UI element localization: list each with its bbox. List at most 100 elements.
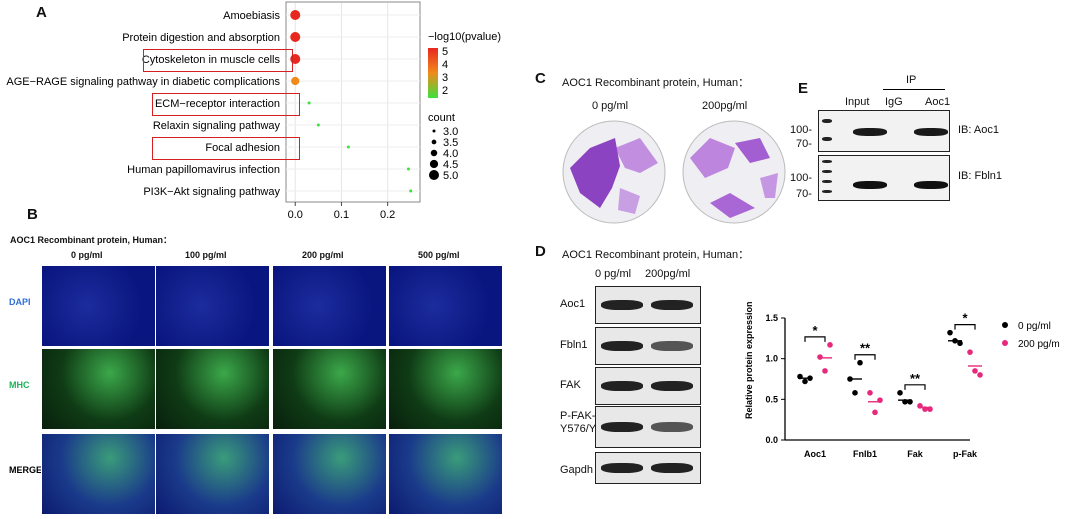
pathway-dot [290, 10, 301, 20]
data-point [867, 390, 873, 396]
micrograph-dapi [388, 265, 503, 347]
color-legend-title: −log10(pvalue) [428, 31, 501, 43]
pathway-label: Human papillomavirus infection [127, 164, 280, 176]
pathway-dot [409, 189, 413, 193]
data-point [852, 390, 858, 396]
color-tick-label: 3 [442, 72, 448, 84]
blot-label: FAK [560, 379, 581, 391]
x-tick-label: 0.1 [334, 209, 349, 221]
panel-d-title: AOC1 Recombinant protein, Human： [562, 249, 750, 261]
significance-label: ** [910, 371, 921, 386]
significance-label: * [812, 323, 818, 338]
blot-e-fbln1 [818, 155, 950, 201]
x-category-label: p-Fak [953, 449, 978, 459]
column-label: 500 pg/ml [418, 250, 460, 260]
pathway-dot [291, 76, 300, 86]
y-axis-label: Relative protein expression [744, 301, 754, 419]
band [601, 300, 643, 310]
column-label: 0 pg/ml [71, 250, 103, 260]
y-tick-label: 0.0 [765, 435, 778, 445]
band [601, 381, 643, 391]
size-legend-dot [432, 129, 436, 133]
size-tick-label: 4.0 [443, 148, 458, 160]
pathway-label: ECM−receptor interaction [155, 98, 280, 110]
pathway-label: PI3K−Akt signaling pathway [143, 186, 280, 198]
data-point [857, 359, 863, 366]
pathway-dot [346, 145, 350, 149]
ib-fbln1-label: IB: Fbln1 [958, 170, 1003, 182]
band [651, 422, 693, 432]
band [651, 381, 693, 391]
lane-igg: IgG [885, 96, 903, 108]
y-tick-label: 1.0 [765, 354, 778, 364]
micrograph-dapi [272, 265, 387, 347]
ip-header: IP [906, 74, 917, 86]
size-tick-label: 4.5 [443, 159, 458, 171]
highlight-ecm [152, 93, 300, 116]
significance-label: ** [860, 341, 871, 356]
panel-c-letter: C [535, 70, 546, 87]
pathway-label: Cytoskeleton in muscle cells [142, 54, 281, 66]
band [601, 422, 643, 432]
significance-label: * [962, 311, 968, 326]
marker-e2-100: 100- [790, 172, 813, 184]
pathway-dot [307, 101, 311, 105]
significance-bracket [804, 336, 826, 342]
panel-c-title: AOC1 Recombinant protein, Human： [562, 77, 750, 89]
panel-d-letter: D [535, 243, 546, 260]
size-legend-dot [431, 139, 437, 145]
color-tick-label: 5 [442, 46, 448, 58]
highlight-cytoskeleton [143, 49, 293, 72]
legend-marker [1002, 340, 1008, 346]
x-category-label: Fnlb1 [853, 449, 877, 459]
panel-c-wells [562, 120, 786, 224]
data-point [947, 329, 953, 336]
pathway-label: Protein digestion and absorption [122, 32, 280, 44]
legend-label: 0 pg/ml [1018, 321, 1051, 332]
panel-e-letter: E [798, 80, 809, 97]
color-tick-label: 4 [442, 59, 448, 71]
micrograph-merge [41, 433, 156, 515]
color-legend-bar [428, 48, 438, 98]
blot-d-3 [595, 406, 701, 448]
micrograph-dapi [155, 265, 270, 347]
band [651, 341, 693, 351]
y-tick-label: 1.5 [765, 313, 778, 323]
row-label: MERGE [9, 465, 43, 475]
micrograph-mhc [388, 348, 503, 430]
micrograph-merge [388, 433, 503, 515]
marker-e1-70: 70- [796, 138, 812, 150]
panel-d-scatter: 0.0 0.5 1.0 1.5 Relative protein expression A… [744, 301, 1060, 459]
data-point [872, 409, 878, 416]
size-legend-dot [429, 170, 439, 180]
data-point [967, 349, 973, 355]
blot-d-2 [595, 367, 701, 405]
pathway-label: Relaxin signaling pathway [153, 120, 281, 132]
size-tick-label: 5.0 [443, 170, 458, 182]
panel-b-title: AOC1 Recombinant protein, Human： [10, 235, 173, 245]
data-point [977, 372, 983, 378]
pathway-dot [406, 167, 410, 171]
row-label: DAPI [9, 297, 31, 307]
lane-input: Input [845, 96, 870, 108]
panel-d-cond-1: 200pg/ml [645, 268, 691, 280]
panel-a-letter: A [36, 4, 47, 21]
band [601, 341, 643, 351]
marker-e1-100: 100- [790, 124, 813, 136]
size-tick-label: 3.0 [443, 126, 458, 138]
significance-bracket [954, 324, 976, 330]
pathway-label: Amoebiasis [223, 10, 280, 22]
panel-b-letter: B [27, 206, 38, 223]
micrograph-dapi [41, 265, 156, 347]
row-label: MHC [9, 380, 30, 390]
color-tick-label: 2 [442, 85, 448, 97]
band [651, 300, 693, 310]
significance-bracket [854, 354, 876, 360]
micrograph-mhc [155, 348, 270, 430]
panel-c-cond-0: 0 pg/ml [592, 100, 629, 112]
blot-label: Gapdh [560, 464, 594, 476]
data-point [897, 390, 903, 396]
legend-marker [1002, 322, 1008, 328]
panel-d-cond-0: 0 pg/ml [595, 268, 632, 280]
pathway-dot [316, 123, 320, 127]
